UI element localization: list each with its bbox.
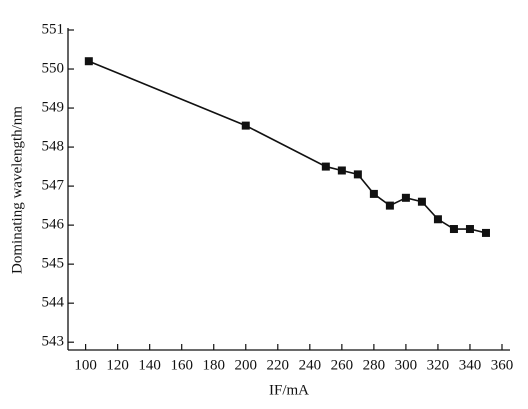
data-point bbox=[481, 228, 490, 237]
x-tick-label: 260 bbox=[331, 357, 354, 373]
x-axis-title: IF/mA bbox=[269, 382, 309, 398]
y-tick-label: 544 bbox=[42, 295, 65, 311]
y-tick-label: 547 bbox=[42, 178, 65, 194]
y-tick-label: 550 bbox=[42, 60, 65, 76]
y-tick-label: 551 bbox=[42, 21, 65, 37]
x-tick-label: 220 bbox=[267, 357, 290, 373]
x-tick-label: 160 bbox=[170, 357, 193, 373]
data-point bbox=[449, 225, 458, 234]
y-tick-label: 545 bbox=[42, 256, 65, 272]
y-tick-label: 546 bbox=[42, 217, 65, 233]
x-tick-label: 140 bbox=[138, 357, 161, 373]
x-tick-label: 300 bbox=[395, 357, 418, 373]
y-tick-label: 548 bbox=[42, 139, 65, 155]
y-tick-label: 543 bbox=[42, 334, 65, 350]
x-tick-label: 280 bbox=[363, 357, 386, 373]
x-tick-label: 320 bbox=[427, 357, 450, 373]
y-axis-title: Dominating wavelength/nm bbox=[9, 106, 25, 274]
data-point bbox=[465, 225, 474, 234]
data-point bbox=[337, 166, 346, 175]
x-tick-label: 200 bbox=[235, 357, 258, 373]
data-point bbox=[417, 197, 426, 206]
data-point bbox=[353, 170, 362, 179]
data-point bbox=[433, 215, 442, 224]
x-tick-label: 360 bbox=[491, 357, 514, 373]
x-tick-label: 120 bbox=[106, 357, 129, 373]
x-tick-label: 240 bbox=[299, 357, 322, 373]
data-point bbox=[84, 57, 93, 66]
data-point bbox=[385, 201, 394, 210]
data-point bbox=[369, 189, 378, 198]
data-point bbox=[401, 193, 410, 202]
data-point bbox=[241, 121, 250, 130]
y-tick-label: 549 bbox=[42, 99, 65, 115]
series-line bbox=[88, 60, 487, 234]
x-tick-label: 180 bbox=[202, 357, 225, 373]
x-tick-label: 340 bbox=[459, 357, 482, 373]
data-point bbox=[321, 162, 330, 171]
x-tick-label: 100 bbox=[74, 357, 97, 373]
